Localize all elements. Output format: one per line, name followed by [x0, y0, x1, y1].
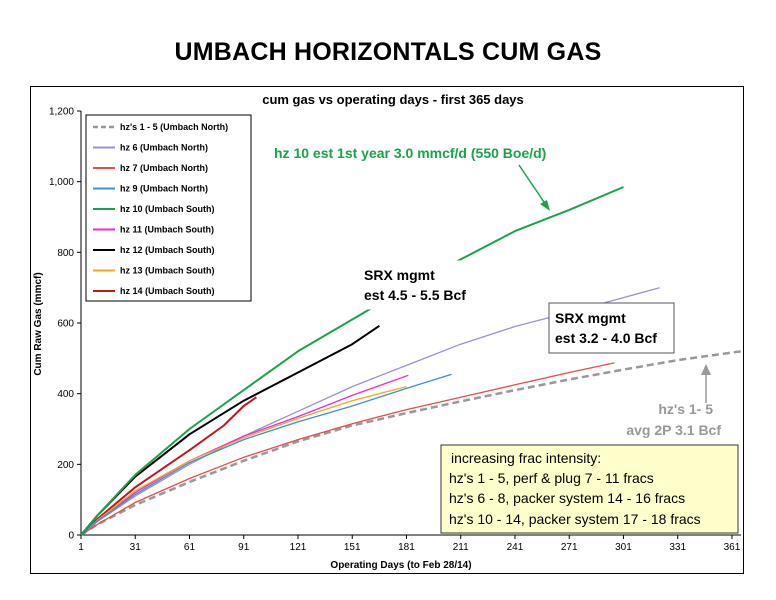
legend: hz's 1 - 5 (Umbach North) hz 6 (Umbach No… — [85, 114, 252, 302]
hz1-5-annotation-line2: avg 2P 3.1 Bcf — [626, 422, 721, 438]
x-tick-label: 121 — [290, 542, 307, 553]
x-tick-label: 151 — [344, 542, 361, 553]
axes — [77, 110, 741, 539]
legend-label: hz 9 (Umbach North) — [120, 184, 208, 194]
series-lines — [80, 186, 742, 537]
slide-title: UMBACH HORIZONTALS CUM GAS — [174, 38, 602, 66]
legend-label: hz 14 (Umbach South) — [120, 286, 215, 296]
hz10-arrowhead — [540, 200, 550, 211]
srx-lower-line2: est 3.2 - 4.0 Bcf — [555, 330, 657, 346]
y-tick-label: 1,000 — [49, 177, 74, 188]
x-tick-label: 91 — [238, 542, 250, 553]
x-tick-label: 271 — [561, 542, 578, 553]
legend-items: hz's 1 - 5 (Umbach North) hz 6 (Umbach No… — [93, 122, 228, 296]
hz1-5-arrowhead — [701, 364, 711, 375]
y-tick-label: 600 — [57, 319, 74, 330]
x-tick-label: 181 — [398, 542, 415, 553]
chart-frame: cum gas vs operating days - first 365 da… — [30, 86, 744, 574]
srx-lower-line1: SRX mgmt — [555, 310, 626, 326]
y-tick-label: 200 — [57, 460, 74, 471]
legend-label: hz's 1 - 5 (Umbach North) — [120, 122, 228, 132]
y-tick-label: 400 — [57, 389, 74, 400]
x-tick-label: 1 — [78, 542, 84, 553]
legend-label: hz 7 (Umbach North) — [120, 163, 208, 173]
y-tick-label: 800 — [57, 248, 74, 259]
note-title: increasing frac intensity: — [451, 450, 601, 466]
x-tick-label: 61 — [184, 542, 196, 553]
x-axis-label: Operating Days (to Feb 28/14) — [330, 560, 471, 571]
series-line-hz13 — [80, 385, 407, 536]
y-tick-label: 0 — [68, 531, 74, 542]
srx-upper-line2: est 4.5 - 5.5 Bcf — [364, 287, 466, 303]
hz1-5-annotation-line1: hz's 1- 5 — [658, 401, 713, 417]
series-line-hz1_5 — [80, 350, 742, 537]
hz10-arrow-line — [518, 164, 547, 206]
x-tick-label: 31 — [130, 542, 142, 553]
y-axis-label: Cum Raw Gas (mmcf) — [33, 272, 44, 375]
series-line-hz7 — [80, 362, 615, 536]
legend-label: hz 13 (Umbach South) — [120, 266, 215, 276]
series-line-hz9 — [80, 373, 452, 536]
x-tick-label: 301 — [615, 542, 632, 553]
series-line-hz10 — [80, 186, 624, 536]
srx-lower-box — [548, 302, 675, 354]
chart-svg: cum gas vs operating days - first 365 da… — [33, 92, 742, 571]
series-line-hz14 — [80, 396, 257, 536]
note-line-3: hz's 10 - 14, packer system 17 - 18 frac… — [449, 511, 701, 527]
legend-label: hz 12 (Umbach South) — [120, 245, 215, 255]
legend-label: hz 11 (Umbach South) — [120, 225, 214, 235]
srx-upper-box — [358, 260, 507, 310]
legend-label: hz 10 (Umbach South) — [120, 204, 215, 214]
frac-intensity-note: increasing frac intensity: hz's 1 - 5, p… — [440, 444, 739, 534]
x-tick-label: 331 — [669, 542, 686, 553]
plot-title: cum gas vs operating days - first 365 da… — [262, 92, 524, 107]
y-tick-label: 1,200 — [49, 107, 74, 118]
legend-label: hz 6 (Umbach North) — [120, 143, 208, 153]
note-line-1: hz's 1 - 5, perf & plug 7 - 11 fracs — [449, 470, 654, 486]
srx-upper-line1: SRX mgmt — [364, 267, 435, 283]
x-tick-label: 241 — [507, 542, 524, 553]
note-line-2: hz's 6 - 8, packer system 14 - 16 fracs — [449, 490, 685, 506]
srx-upper-callout: SRX mgmt est 4.5 - 5.5 Bcf — [358, 260, 507, 310]
srx-lower-callout: SRX mgmt est 3.2 - 4.0 Bcf — [548, 302, 675, 354]
x-tick-label: 361 — [724, 542, 741, 553]
note-box — [440, 444, 739, 534]
hz10-annotation: hz 10 est 1st year 3.0 mmcf/d (550 Boe/d… — [274, 145, 546, 161]
tick-labels: 0 200 400 600 800 1,000 1,200 1 31 61 91 121 151 181 2… — [49, 107, 741, 554]
x-tick-label: 211 — [453, 542, 469, 553]
